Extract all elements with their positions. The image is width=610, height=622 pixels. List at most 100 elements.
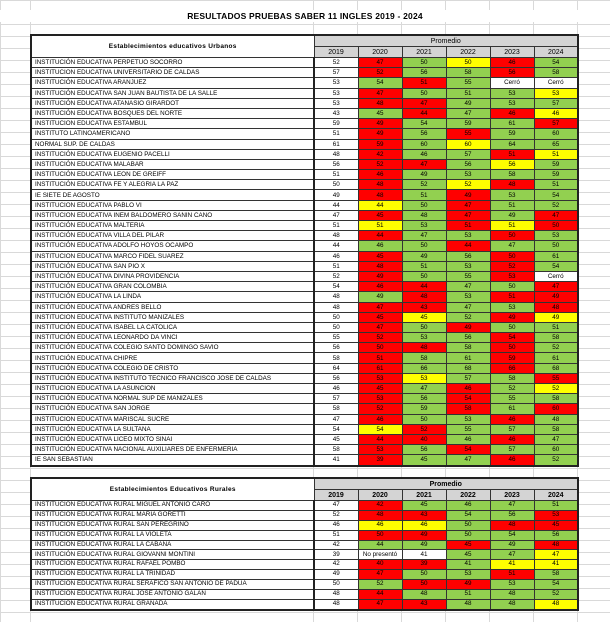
score-2024: 53 [533,87,579,99]
table-row: INSTITUCIÓN EDUCATIVA COLEGIO DE CRISTO 6… [30,362,579,374]
score-2020: 45 [357,209,403,222]
score-2019: 52 [313,270,359,283]
score-2020: 44 [357,433,403,446]
score-2020: 48 [357,189,403,201]
score-2021: 53 [401,332,447,344]
score-2019: 49 [313,189,359,201]
score-2023: Cerró [489,77,535,89]
school-name: INSTITUCION EDUCATIVA INEM BALDOMERO SAN… [30,209,315,222]
score-2019: 41 [313,454,359,466]
score-2019: 57 [313,393,359,405]
score-2023: 56 [489,67,535,79]
score-2023: 53 [489,301,535,313]
score-2019: 61 [313,138,359,150]
score-2022: 56 [445,158,491,171]
year-header-2024: 2024 [533,46,579,58]
score-2021: 48 [401,342,447,354]
score-2021: 54 [401,118,447,130]
score-2022: 54 [445,444,491,456]
school-name: INSTITUCIÓN EDUCATIVA ARANJUEZ [30,77,315,89]
score-2021: 51 [401,260,447,272]
score-2019: 39 [313,549,359,561]
urban-header: Establecimientos educativos Urbanos [30,34,315,58]
score-2023: 49 [489,209,535,222]
rural-results-table: Establecimientos Educativos Rurales Prom… [30,477,579,611]
score-2021: 48 [401,589,447,600]
score-2021: 50 [401,87,447,99]
score-2024: 53 [533,509,579,521]
score-2023: 53 [489,189,535,201]
table-row: INSTITUCIÓN EDUCATIVA COLEGIO SANTO DOMI… [30,342,579,354]
score-2023: 46 [489,454,535,466]
score-2024: 58 [533,393,579,405]
score-2021: 50 [401,321,447,334]
score-2023: 50 [489,342,535,354]
score-2021: 46 [401,519,447,531]
score-2019: 48 [313,589,359,600]
score-2024: 51 [533,179,579,191]
score-2019: 46 [313,519,359,531]
school-name: INSTITUCION EDUCATIVA LA ASUNCION [30,382,315,395]
score-2024: 47 [533,209,579,222]
score-2019: 47 [313,500,359,511]
school-name: INSTITUCION EDUCATIVA UNIVERSITARIO DE C… [30,67,315,79]
score-2022: 55 [445,77,491,89]
score-2024: 51 [533,500,579,511]
score-2022: 53 [445,291,491,303]
table-row: INSTITUCIÓN EDUCATIVA PERPETUO SOCORRO 52… [30,56,579,69]
score-2022: 57 [445,372,491,385]
score-2023: 55 [489,393,535,405]
school-name: INSTITUCIÓN EDUCATIVA RURAL GIOVANNI MON… [30,549,315,561]
score-2024: 48 [533,301,579,313]
school-name: INSTITUCIÓN EDUCATIVA COLEGIO DE CRISTO [30,362,315,374]
score-2021: 46 [401,148,447,160]
score-2022: 50 [445,56,491,69]
table-row: INSTITUCIÓN EDUCATIVA FE Y ALEGRIA LA PA… [30,179,579,191]
score-2021: 45 [401,500,447,511]
score-2022: 59 [445,118,491,130]
score-2019: 54 [313,423,359,435]
score-2023: 59 [489,352,535,364]
table-row: INSTITUCION EDUCATIVA MARISCAL SUCRE 47 46… [30,413,579,425]
table-row: INSTITUCIÓN EDUCATIVA SAN PIO X 51 48 51 53 5… [30,260,579,272]
score-2022: 54 [445,509,491,521]
score-2024: 50 [533,219,579,232]
year-header-2024: 2024 [533,489,579,501]
school-name: INSTITUCIÓN EDUCATIVA LEONARDO DA VINCI [30,332,315,344]
score-2022: 47 [445,107,491,120]
score-2019: 50 [313,321,359,334]
score-2020: 49 [357,118,403,130]
score-2019: 51 [313,219,359,232]
school-name: INSTITUCION EDUCATIVA RURAL RAFAEL POMBO [30,559,315,571]
table-row: INSTITUCIÓN EDUCATIVA INSTITUTO TECNICO … [30,372,579,385]
school-name: INSTITUCIÓN EDUCATIVA FE Y ALEGRIA LA PA… [30,179,315,191]
score-2023: 49 [489,311,535,323]
score-2019: 50 [313,579,359,591]
score-2019: 56 [313,158,359,171]
score-2023: 50 [489,230,535,242]
score-2023: 58 [489,169,535,181]
score-2020: 52 [357,403,403,415]
table-row: INSTITUCIÓN EDUCATIVA GRAN COLOMBIA 54 46 4… [30,281,579,293]
score-2023: 54 [489,332,535,344]
score-2021: 43 [401,509,447,521]
score-2023: 46 [489,56,535,69]
year-header-2022: 2022 [445,489,491,501]
score-2023: 54 [489,529,535,541]
score-2024: 60 [533,128,579,140]
score-2019: 58 [313,444,359,456]
score-2020: 46 [357,519,403,531]
score-2022: 50 [445,519,491,531]
score-2024: 41 [533,559,579,571]
score-2023: 58 [489,372,535,385]
rural-rows: INSTITUCIÓN EDUCATIVA RURAL MIGUEL ANTON… [30,500,579,611]
score-2024: 57 [533,118,579,130]
score-2020: 49 [357,128,403,140]
score-2024: 48 [533,598,579,611]
school-name: INSTITUCIÓN EDUCATIVA GRAN COLOMBIA [30,281,315,293]
score-2022: 47 [445,209,491,222]
score-2024: 47 [533,433,579,446]
school-name: INSTITUCIÓN EDUCATIVA RURAL MARIA GORETT… [30,509,315,521]
score-2023: 48 [489,519,535,531]
table-row: INSTITUCION EDUCATIVA UNIVERSITARIO DE C… [30,67,579,79]
